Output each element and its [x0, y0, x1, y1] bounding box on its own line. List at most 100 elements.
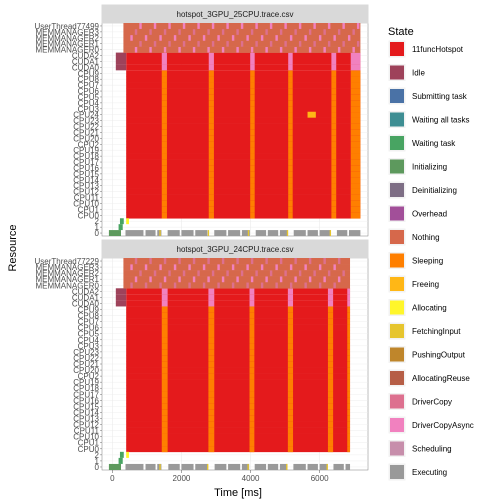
bar-drivercopyasync — [288, 52, 293, 59]
bar-hotspot — [126, 111, 361, 118]
bar-drivercopy — [197, 40, 200, 47]
y-tick-label: CPU9 — [78, 305, 100, 314]
bar-drivercopy — [149, 276, 152, 283]
bar-hotspot — [126, 200, 361, 207]
bar-sleeping — [249, 391, 255, 398]
bar-drivercopy — [333, 264, 336, 271]
bar-drivercopy — [284, 40, 287, 47]
bar-sleeping — [250, 105, 255, 113]
bar-drivercopy — [178, 276, 181, 283]
bar-sleeping — [287, 415, 294, 422]
bar-drivercopy — [246, 282, 249, 289]
bar-sleeping — [208, 147, 214, 154]
bar-drivercopy — [163, 46, 167, 53]
y-tick-label: CPU7 — [78, 318, 100, 327]
bar-drivercopy — [337, 46, 341, 53]
bar-executing — [168, 463, 180, 470]
bar-sleeping — [350, 94, 361, 101]
bar-sleeping — [347, 427, 351, 434]
bar-hotspot — [126, 330, 351, 338]
bar-nothing — [123, 46, 361, 53]
bar-sleeping — [287, 397, 294, 404]
y-tick-label: 0 — [95, 229, 100, 238]
bar-sleeping — [208, 188, 214, 195]
y-tick-label: CPU2 — [78, 372, 100, 381]
bar-hotspot — [126, 82, 361, 89]
bar-drivercopy — [153, 40, 157, 47]
bar-sleeping — [287, 324, 294, 331]
bar-sleeping — [331, 188, 337, 195]
bar-drivercopy — [149, 28, 152, 35]
bar-executing — [279, 230, 288, 236]
bar-sleeping — [347, 421, 351, 428]
bar-sleeping — [208, 88, 214, 95]
bar-sleeping — [288, 159, 293, 166]
bar-drivercopy — [275, 282, 278, 289]
bar-sleeping — [350, 182, 361, 189]
bar-sleeping — [287, 385, 294, 392]
bar-sleeping — [250, 206, 255, 213]
bar-drivercopyasync — [288, 64, 293, 71]
x-tick-label: 2000 — [173, 474, 191, 483]
bar-drivercopy — [298, 40, 302, 47]
bar-executing — [241, 463, 250, 470]
bar-sleeping — [161, 88, 167, 95]
bar-sleeping — [250, 170, 255, 178]
bar-executing — [267, 463, 279, 470]
bar-hotspot — [126, 194, 361, 201]
bar-drivercopy — [144, 282, 148, 289]
bar-sleeping — [327, 330, 334, 338]
legend-swatch — [390, 65, 404, 80]
bar-sleeping — [331, 70, 337, 77]
bar-sleeping — [347, 360, 351, 368]
bar-sleeping — [288, 123, 293, 130]
bar-drivercopy — [269, 270, 273, 277]
x-axis: 0 2000 4000 6000 — [110, 470, 329, 483]
bar-sleeping — [161, 318, 168, 325]
bar-sleeping — [250, 194, 255, 201]
bar-sleeping — [350, 153, 361, 160]
bar-sleeping — [350, 206, 361, 213]
bar-sleeping — [161, 94, 167, 101]
bar-sleeping — [250, 159, 255, 166]
bar-sleeping — [288, 182, 293, 189]
bar-drivercopy — [240, 23, 244, 29]
bar-sleeping — [350, 117, 361, 124]
legend-label: FetchingInput — [412, 327, 461, 336]
y-tick-label: CPU19 — [73, 378, 99, 387]
y-tick-label: CPU3 — [78, 342, 100, 351]
bar-drivercopy — [182, 23, 186, 29]
bar-hotspot — [126, 427, 351, 434]
bar-sleeping — [208, 123, 214, 130]
bar-sleeping — [331, 76, 337, 83]
bar-hotspot — [126, 70, 361, 77]
bar-drivercopy — [168, 270, 171, 277]
bar-drivercopy — [192, 46, 196, 53]
bar-idle — [115, 288, 127, 295]
bar-sleeping — [347, 409, 351, 416]
bar-idle — [115, 64, 127, 71]
y-tick-label: CPU0 — [78, 445, 100, 454]
bar-hotspot — [126, 147, 361, 154]
bar-drivercopy — [279, 276, 283, 283]
bar-drivercopy — [333, 282, 336, 289]
y-axis-title: Resource — [7, 224, 19, 271]
bar-sleeping — [288, 135, 293, 142]
bar-hotspot — [126, 409, 351, 416]
legend-swatch — [390, 112, 404, 127]
bar-sleeping — [161, 206, 167, 213]
bar-drivercopy — [289, 282, 293, 289]
bar-sleeping — [250, 99, 255, 107]
bar-drivercopy — [246, 34, 249, 41]
bar-executing — [254, 463, 267, 470]
x-axis-title: Time [ms] — [214, 487, 262, 499]
bar-drivercopy — [304, 282, 307, 289]
y-tick-label: 0 — [95, 463, 100, 472]
bar-sleeping — [331, 194, 337, 201]
bar-sleeping — [331, 111, 337, 118]
bar-drivercopyasync — [161, 294, 168, 301]
bar-fetchinginput — [247, 463, 249, 470]
facet-title: hotspot_3GPU_24CPU.trace.csv — [177, 245, 294, 254]
bar-sleeping — [350, 82, 361, 89]
y-tick-label: CPU5 — [78, 93, 100, 102]
